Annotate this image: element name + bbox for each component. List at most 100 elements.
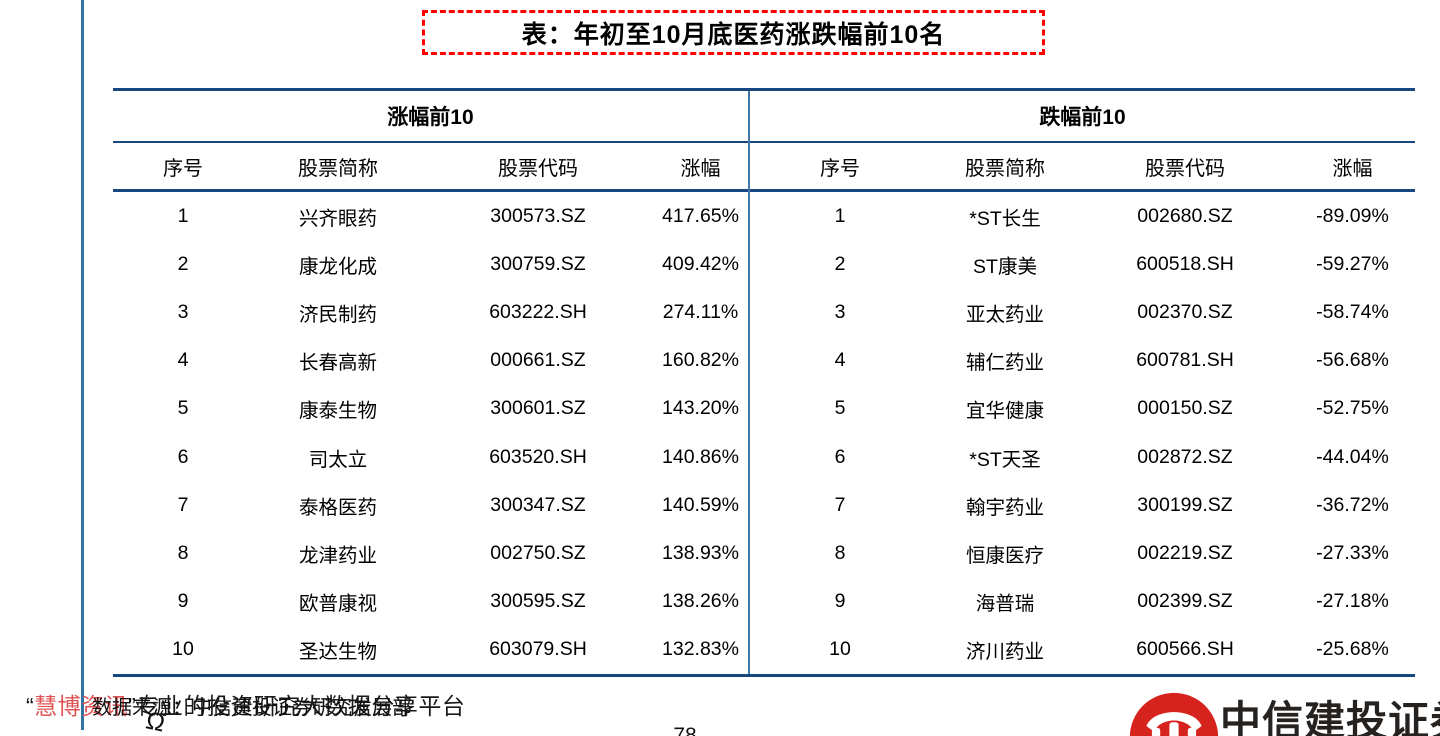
cell-index: 8 (177, 542, 189, 565)
cell-index: 10 (829, 638, 851, 661)
cell-index: 6 (834, 445, 846, 468)
cell-stock-code: 002750.SZ (490, 542, 586, 565)
table-row: 8 龙津药业 002750.SZ 138.93% (113, 529, 748, 577)
cell-index: 3 (834, 301, 846, 324)
cell-stock-name: 欧普康视 (298, 593, 377, 616)
table-row: 7 翰宇药业 300199.SZ -36.72% (750, 481, 1415, 529)
watermark-brand: 慧博资讯 (34, 693, 129, 719)
cell-stock-name: 康泰生物 (298, 400, 377, 423)
cell-stock-name: 长春高新 (298, 352, 377, 375)
cell-index: 7 (834, 493, 846, 516)
cell-stock-name: 龙津药业 (298, 545, 377, 568)
watermark-tagline: ”专业的投资研究大数据分享平台 (128, 693, 466, 719)
table-row: 10 圣达生物 603079.SH 132.83% (113, 626, 748, 674)
cell-index: 5 (177, 397, 189, 420)
cell-stock-name: 亚太药业 (965, 304, 1044, 327)
table-row: 1 兴齐眼药 300573.SZ 417.65% (113, 192, 748, 240)
cell-stock-code: 002399.SZ (1137, 590, 1233, 613)
cell-change-pct: 138.93% (662, 542, 739, 565)
losers-table-body: 1 *ST长生 002680.SZ -89.09% 2 ST康美 600518.SH -59.… (750, 192, 1415, 674)
losers-table: 跌幅前10 序号 股票简称 股票代码 涨幅 1 *ST长生 002680.SZ -89… (750, 91, 1415, 674)
cell-stock-code: 603222.SH (489, 301, 587, 324)
csc-logo-text: 中信建投证券 (1220, 698, 1440, 736)
cell-stock-code: 000150.SZ (1137, 397, 1233, 420)
cell-index: 7 (177, 493, 189, 516)
cell-stock-code: 603079.SH (489, 638, 587, 661)
table-title: 表：年初至10月底医药涨跌幅前10名 (521, 20, 946, 49)
table-row: 9 欧普康视 300595.SZ 138.26% (113, 578, 748, 626)
table-row: 1 *ST长生 002680.SZ -89.09% (750, 192, 1415, 240)
cell-index: 6 (177, 445, 189, 468)
cell-stock-code: 002680.SZ (1137, 204, 1233, 227)
cell-stock-name: 兴齐眼药 (298, 207, 377, 230)
losers-column-headers: 序号 股票简称 股票代码 涨幅 (750, 143, 1415, 193)
cell-stock-code: 000661.SZ (490, 349, 586, 372)
cell-index: 2 (834, 252, 846, 275)
gainers-group-header: 涨幅前10 (113, 91, 748, 144)
col-header-stock-name: 股票简称 (965, 157, 1045, 180)
table-row: 5 宜华健康 000150.SZ -52.75% (750, 385, 1415, 433)
cell-change-pct: 274.11% (662, 301, 739, 324)
table-row: 4 长春高新 000661.SZ 160.82% (113, 337, 748, 385)
cell-index: 1 (177, 204, 189, 227)
table-row: 5 康泰生物 300601.SZ 143.20% (113, 385, 748, 433)
cell-change-pct: -52.75% (1316, 397, 1389, 420)
cell-stock-name: 海普瑞 (975, 593, 1035, 616)
cell-index: 5 (834, 397, 846, 420)
cell-change-pct: 409.42% (662, 252, 739, 275)
cell-change-pct: 140.86% (662, 445, 739, 468)
col-header-stock-code: 股票代码 (1145, 157, 1225, 180)
data-source-note: 数据来源：中信建投证券研究发展部 (92, 697, 412, 719)
table-row: 4 辅仁药业 600781.SH -56.68% (750, 337, 1415, 385)
cell-stock-code: 002370.SZ (1137, 301, 1233, 324)
page-number: 78 (673, 724, 697, 736)
cell-stock-name: 济川药业 (965, 641, 1044, 664)
table-title-box: 表：年初至10月底医药涨跌幅前10名 (422, 10, 1045, 55)
cell-stock-code: 300573.SZ (490, 204, 586, 227)
table-row: 7 泰格医药 300347.SZ 140.59% (113, 481, 748, 529)
cell-change-pct: 160.82% (662, 349, 739, 372)
cell-index: 8 (834, 542, 846, 565)
cell-change-pct: -58.74% (1316, 301, 1389, 324)
cell-stock-code: 300199.SZ (1137, 493, 1233, 516)
cell-change-pct: 140.59% (662, 493, 739, 516)
cell-stock-code: 600566.SH (1136, 638, 1234, 661)
cell-stock-code: 603520.SH (489, 445, 587, 468)
col-header-stock-name: 股票简称 (298, 157, 378, 180)
cell-stock-name: 翰宇药业 (965, 496, 1044, 519)
cell-index: 9 (177, 590, 189, 613)
cell-stock-code: 300595.SZ (490, 590, 586, 613)
gainers-table: 涨幅前10 序号 股票简称 股票代码 涨幅 1 兴齐眼药 300573.SZ 417.… (113, 91, 748, 674)
stocks-table: 涨幅前10 序号 股票简称 股票代码 涨幅 1 兴齐眼药 300573.SZ 417.… (113, 88, 1415, 677)
cell-stock-name: 恒康医疗 (965, 545, 1044, 568)
cell-change-pct: -25.68% (1316, 638, 1389, 661)
cell-stock-name: 济民制药 (298, 304, 377, 327)
cell-change-pct: 138.26% (662, 590, 739, 613)
col-header-index: 序号 (163, 157, 203, 180)
table-row: 3 亚太药业 002370.SZ -58.74% (750, 289, 1415, 337)
cell-stock-code: 600518.SH (1136, 252, 1234, 275)
table-center-divider (748, 91, 750, 674)
cell-index: 2 (177, 252, 189, 275)
hibor-watermark: “慧博资讯”专业的投资研究大数据分享平台 (26, 687, 465, 721)
table-row: 10 济川药业 600566.SH -25.68% (750, 626, 1415, 674)
cell-stock-name: 宜华健康 (965, 400, 1044, 423)
cell-stock-name: 圣达生物 (298, 641, 377, 664)
left-margin-line (81, 0, 84, 730)
cell-change-pct: -56.68% (1316, 349, 1389, 372)
cell-change-pct: -89.09% (1316, 204, 1389, 227)
cell-change-pct: 132.83% (662, 638, 739, 661)
gainers-table-body: 1 兴齐眼药 300573.SZ 417.65% 2 康龙化成 300759.SZ 409.4… (113, 192, 748, 674)
cell-index: 4 (177, 349, 189, 372)
cell-index: 1 (834, 204, 846, 227)
cell-index: 10 (172, 638, 194, 661)
cell-stock-code: 600781.SH (1136, 349, 1234, 372)
table-row: 6 *ST天圣 002872.SZ -44.04% (750, 433, 1415, 481)
table-row: 8 恒康医疗 002219.SZ -27.33% (750, 529, 1415, 577)
col-header-change-pct: 涨幅 (680, 157, 721, 180)
cell-stock-code: 002219.SZ (1137, 542, 1233, 565)
cell-stock-code: 300347.SZ (490, 493, 586, 516)
cell-stock-name: ST康美 (973, 255, 1037, 278)
col-header-stock-code: 股票代码 (498, 157, 578, 180)
cell-stock-code: 300601.SZ (490, 397, 586, 420)
